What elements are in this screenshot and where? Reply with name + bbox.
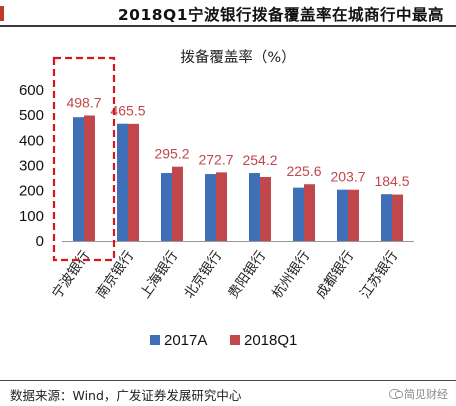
y-tick-label: 500 [19, 107, 44, 124]
y-tick-label: 600 [19, 82, 44, 99]
bar-chart: 拨备覆盖率（%） 600 500 400 300 200 100 0 498.7 宁波银行 465.… [19, 49, 414, 349]
page-title: 2018Q1宁波银行拨备覆盖率在城商行中最高 [117, 6, 444, 24]
bar-2017A-7 [381, 194, 392, 241]
legend-swatch-2018Q1 [230, 335, 240, 345]
title-marker [0, 6, 4, 21]
bar-2017A-1 [117, 123, 128, 241]
data-label: 203.7 [330, 169, 365, 185]
bar-2018Q1-4 [260, 177, 271, 241]
bar-2017A-2 [161, 173, 172, 241]
data-label: 498.7 [66, 94, 101, 110]
data-label: 225.6 [286, 163, 321, 179]
watermark: 简见财经 [389, 386, 448, 402]
data-label: 184.5 [374, 173, 409, 189]
chart-title: 拨备覆盖率（%） [180, 49, 295, 66]
category-label: 南京银行 [93, 248, 137, 301]
title-bar: 2018Q1宁波银行拨备覆盖率在城商行中最高 [0, 0, 456, 27]
data-label: 465.5 [110, 103, 145, 119]
y-tick-label: 200 [19, 183, 44, 200]
footer: 数据来源：Wind，广发证券发展研究中心 简见财经 [0, 380, 456, 406]
data-label: 254.2 [242, 152, 277, 168]
bar-2018Q1-6 [348, 189, 359, 241]
data-label: 272.7 [198, 151, 233, 167]
legend-label-2017A: 2017A [164, 332, 207, 349]
category-label: 宁波银行 [48, 248, 93, 302]
legend-swatch-2017A [150, 335, 160, 345]
bar-2017A-5 [293, 187, 304, 241]
category-label: 上海银行 [137, 248, 181, 301]
category-label: 贵阳银行 [225, 248, 269, 301]
data-source: 数据来源：Wind，广发证券发展研究中心 [10, 388, 242, 403]
bar-2018Q1-5 [304, 184, 315, 241]
bar-2017A-6 [337, 189, 348, 241]
bar-2018Q1-2 [172, 166, 183, 241]
category-label: 成都银行 [313, 248, 357, 301]
wechat-icon [389, 389, 403, 399]
y-tick-label: 300 [19, 158, 44, 175]
y-tick-label: 400 [19, 132, 44, 149]
watermark-text: 简见财经 [404, 388, 448, 401]
bar-2018Q1-1 [128, 123, 139, 241]
bar-2017A-0 [73, 117, 84, 241]
y-tick-label: 0 [36, 233, 44, 250]
bar-2018Q1-3 [216, 172, 227, 241]
bar-2018Q1-7 [392, 194, 403, 241]
y-tick-label: 100 [19, 208, 44, 225]
legend-label-2018Q1: 2018Q1 [244, 332, 297, 349]
highlight-box [52, 56, 116, 262]
data-label: 295.2 [154, 146, 189, 162]
bar-2017A-3 [205, 174, 216, 241]
bar-2018Q1-0 [84, 115, 95, 241]
bar-2017A-4 [249, 173, 260, 241]
category-label: 北京银行 [181, 248, 225, 301]
category-label: 杭州银行 [269, 248, 313, 301]
category-label: 江苏银行 [357, 248, 401, 301]
